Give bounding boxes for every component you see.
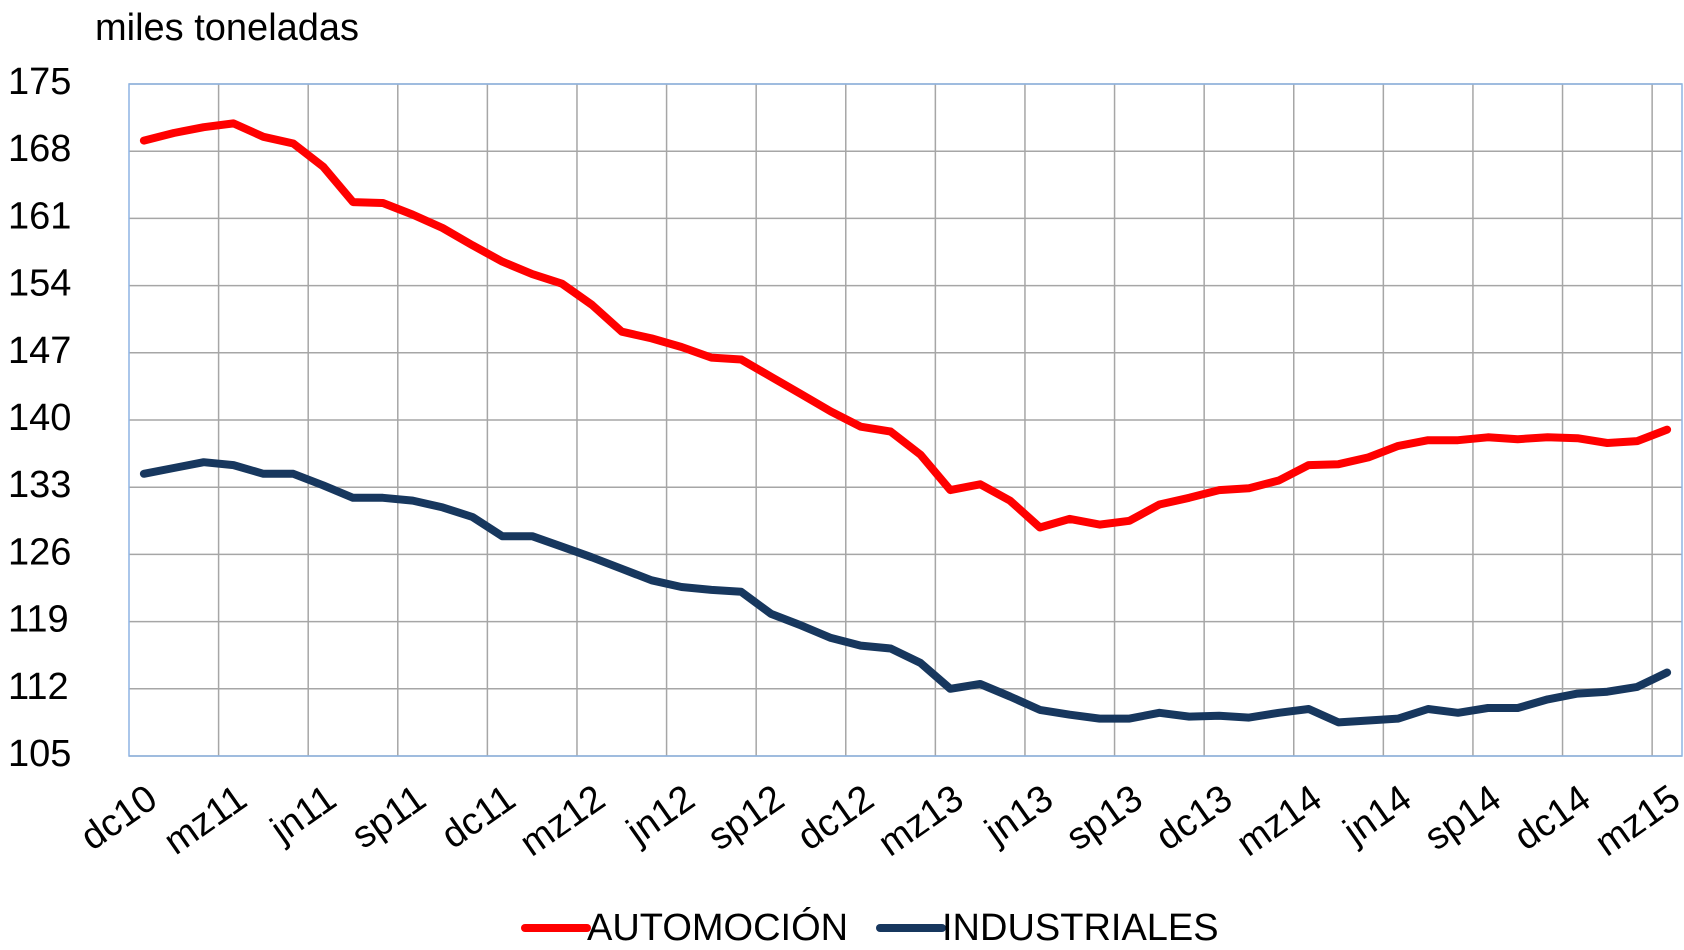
y-tick-label: 140 (8, 397, 71, 439)
x-tick-label: sp14 (1417, 777, 1509, 859)
y-tick-label: 112 (8, 666, 69, 708)
series-line (139, 458, 1672, 727)
x-tick-label: jn13 (977, 777, 1061, 853)
x-tick-label: dc12 (790, 777, 882, 859)
y-tick-label: 126 (8, 531, 71, 573)
x-tick-label: dc10 (73, 777, 165, 859)
plot-border (128, 83, 1683, 757)
legend-label: AUTOMOCIÓN (587, 906, 848, 949)
x-tick-label: jn12 (619, 777, 703, 853)
y-tick-label: 119 (8, 599, 69, 641)
x-tick-label: mz15 (1588, 777, 1684, 865)
x-tick-label: mz13 (871, 777, 971, 865)
legend-label: INDUSTRIALES (942, 907, 1219, 949)
x-tick-label: sp13 (1059, 777, 1151, 859)
x-tick-label: sp11 (344, 777, 433, 857)
x-tick-label: dc14 (1507, 777, 1599, 859)
x-tick-label: jn14 (1335, 777, 1419, 853)
x-tick-label: mz11 (157, 777, 255, 863)
x-tick-label: jn11 (263, 777, 344, 852)
x-tick-label: dc11 (434, 777, 523, 857)
x-tick-label: mz14 (1229, 777, 1329, 865)
y-tick-label: 105 (8, 733, 71, 775)
y-tick-label: 133 (8, 464, 71, 506)
x-tick-label: sp12 (700, 777, 792, 859)
y-tick-label: 175 (8, 61, 71, 103)
y-tick-label: 168 (8, 128, 71, 170)
chart-title: miles toneladas (95, 7, 359, 49)
y-tick-label: 154 (8, 263, 71, 305)
y-tick-label: 161 (8, 195, 71, 237)
y-tick-label: 147 (8, 330, 71, 372)
x-tick-label: dc13 (1148, 777, 1240, 859)
series-line (139, 119, 1672, 532)
x-tick-label: mz12 (513, 777, 613, 865)
